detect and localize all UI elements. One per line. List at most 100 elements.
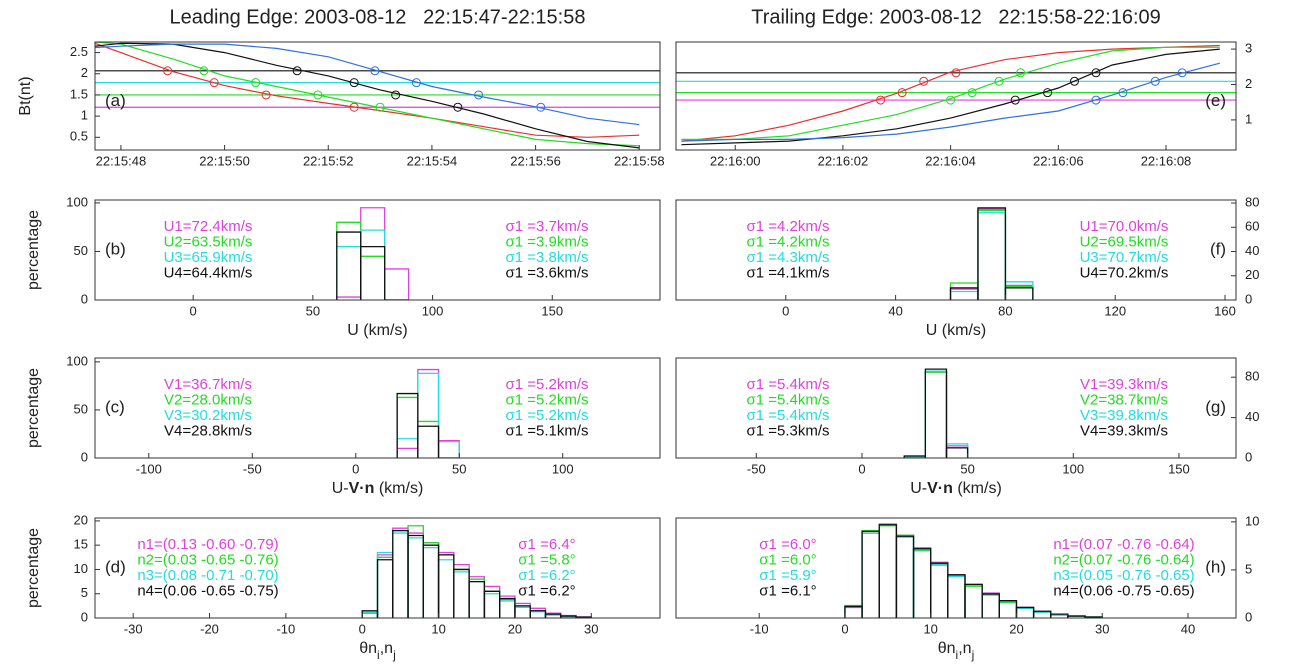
stat-note: σ1 =6.4°: [518, 536, 575, 553]
histogram-bar: [468, 578, 486, 618]
histogram-bar: [407, 537, 424, 618]
histogram-bar: [930, 564, 949, 618]
x-axis-label-part: (km/s): [953, 480, 1002, 497]
x-tick-label: -50: [243, 461, 262, 476]
stat-note: σ1 =3.6km/s: [505, 264, 588, 281]
crossing-marker: [370, 66, 380, 76]
y-tick-label: 0.5: [70, 129, 88, 144]
x-tick-label: 50: [960, 461, 974, 476]
x-tick-label: 10: [431, 621, 445, 636]
plot-area: [949, 207, 1034, 300]
histogram-bar: [529, 611, 547, 618]
stat-note: σ1 =4.3km/s: [746, 249, 829, 266]
series-line: [95, 42, 640, 149]
stat-note: V3=39.8km/s: [1080, 407, 1168, 424]
stat-note: σ1 =6.0°: [759, 551, 816, 568]
crossing-marker: [946, 95, 956, 105]
histogram-bar: [981, 592, 1000, 618]
histogram-bar: [912, 548, 932, 618]
x-tick-label: 0: [352, 461, 359, 476]
histogram-bar: [930, 562, 949, 618]
stat-note: n3=(0.05 -0.76 -0.65): [1053, 567, 1194, 584]
histogram-bar: [878, 524, 898, 618]
histogram-bar: [499, 600, 516, 618]
panel-label: (f): [1210, 239, 1226, 258]
histogram-bar: [998, 601, 1018, 618]
histogram-bar: [947, 574, 966, 618]
histogram-bar: [1004, 287, 1034, 300]
histogram-bar: [861, 530, 880, 618]
histogram-bar: [483, 590, 501, 618]
crossing-marker: [1069, 76, 1079, 86]
histogram-bar: [376, 556, 394, 618]
histogram-bar: [392, 532, 409, 618]
histogram-bar: [437, 551, 455, 618]
stat-note: σ1 =3.9km/s: [505, 233, 588, 250]
histogram-bar: [1004, 281, 1034, 300]
stat-note: σ1 =5.4km/s: [746, 391, 829, 408]
axes-frame: [675, 199, 1237, 301]
stat-note: V2=38.7km/s: [1080, 391, 1168, 408]
histogram-bar: [924, 370, 948, 458]
stat-note: σ1 =5.4km/s: [746, 376, 829, 393]
x-axis-label-part: j: [392, 648, 396, 662]
stat-note: n4=(0.06 -0.75 -0.65): [1053, 582, 1194, 599]
y-tick-label: 50: [74, 243, 88, 258]
stat-note: σ1 =4.2km/s: [746, 218, 829, 235]
plot-area: [95, 42, 660, 149]
x-tick-label: 10: [923, 621, 937, 636]
plot-area: [396, 368, 460, 458]
x-tick-label: 22:16:04: [925, 153, 976, 168]
histogram-bar: [437, 554, 455, 618]
x-axis-label: U-V·n (km/s): [332, 480, 424, 497]
stat-note: σ1 =3.7km/s: [505, 218, 588, 235]
y-tick-label: 80: [1245, 194, 1259, 209]
histogram-bar: [392, 527, 409, 618]
y-tick-label: 2: [81, 65, 88, 80]
axes-frame: [94, 199, 661, 301]
crossing-marker: [474, 90, 484, 100]
x-tick-label: 22:15:54: [407, 153, 458, 168]
histogram-bar: [981, 593, 1000, 618]
axes-frame: [94, 517, 661, 619]
series-line: [95, 42, 640, 147]
histogram-bar: [981, 594, 1000, 618]
histogram-bar: [964, 583, 983, 618]
x-tick-label: 20: [1009, 621, 1023, 636]
histogram-bar: [360, 229, 386, 300]
stat-note: σ1 =5.9°: [759, 567, 816, 584]
x-tick-label: -10: [276, 621, 295, 636]
y-tick-label: 10: [74, 561, 88, 576]
histogram-bar: [392, 529, 409, 618]
histogram-bar: [912, 549, 932, 618]
x-tick-label: 30: [1095, 621, 1109, 636]
histogram-bar: [407, 534, 424, 618]
axes-frame: [94, 357, 661, 459]
histogram-bar: [912, 550, 932, 618]
x-axis-label-part: θn: [359, 640, 377, 657]
y-tick-label: 0: [81, 291, 88, 306]
histogram-bar: [949, 288, 979, 300]
histogram-bar: [468, 580, 486, 618]
histogram-bar: [360, 245, 386, 300]
x-tick-label: 40: [888, 303, 902, 318]
stat-note: n4=(0.06 -0.65 -0.75): [137, 582, 278, 599]
stat-note: n2=(0.03 -0.65 -0.76): [137, 551, 278, 568]
histogram-bar: [417, 372, 440, 458]
x-axis-label-part: U-: [332, 480, 349, 497]
histogram-bar: [1032, 611, 1052, 618]
x-tick-label: -10: [750, 621, 769, 636]
histogram-bar: [878, 523, 898, 618]
stat-note: V2=28.0km/s: [164, 391, 252, 408]
histogram-bar: [407, 532, 424, 618]
x-tick-label: 22:15:48: [96, 153, 147, 168]
histogram-bar: [376, 554, 394, 618]
x-tick-label: 0: [190, 303, 197, 318]
crossing-marker: [391, 90, 401, 100]
stat-note: n3=(0.08 -0.71 -0.70): [137, 567, 278, 584]
histogram-bar: [977, 208, 1007, 300]
stat-note: σ1 =6.2°: [518, 567, 575, 584]
crossing-marker: [1150, 76, 1160, 86]
crossing-marker: [251, 78, 261, 88]
histogram-bar: [422, 546, 440, 618]
